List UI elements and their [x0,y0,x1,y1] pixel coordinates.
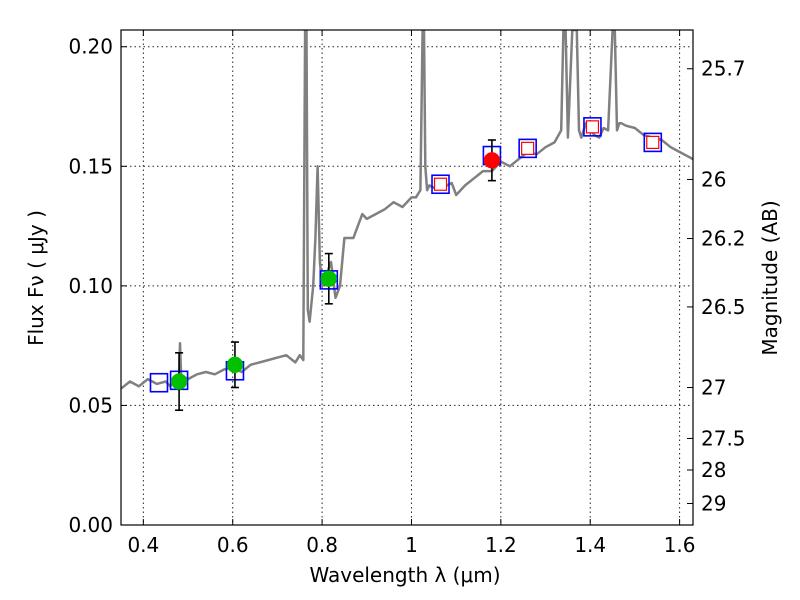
sed-model-line [121,30,693,390]
y-tick-label: 0.05 [68,393,113,417]
model-photometry-square [149,372,169,393]
model-photometry-square [583,117,602,137]
y-tick-label: 0.15 [68,154,113,178]
plot-data [121,30,693,412]
axis-ticks: 0.4 0.6 0.8 1 1.2 1.4 1.6 0.00 0.05 0.10 0.15 0.20 2… [68,30,746,557]
right-tick-label: 25.7 [701,57,746,81]
x-axis-label: Wavelength λ (μm) [309,563,500,587]
x-tick-label: 0.4 [127,533,159,557]
x-tick-label: 0.6 [217,533,249,557]
right-tick-label: 26 [701,167,726,191]
y-tick-label: 0.20 [68,35,113,59]
right-axis-label: Magnitude (AB) [758,200,782,355]
right-tick-label: 28 [701,458,726,482]
grid-lines [121,30,693,526]
plot-frame [120,29,694,526]
observed-photometry-square [433,177,448,191]
y-tick-label: 0.00 [68,513,113,537]
detection-point [226,356,244,374]
model-photometry-square [518,138,537,159]
detection-point [320,270,338,287]
x-tick-label: 1.4 [574,533,606,557]
right-tick-label: 27 [701,376,726,400]
model-photometry-square [431,174,450,195]
highlighted-detection-point [483,152,501,169]
y-tick-label: 0.10 [68,274,113,298]
right-tick-label: 26.2 [701,227,746,251]
observed-photometry-square [521,141,535,155]
model-photometry-square [643,132,663,153]
x-tick-label: 0.8 [306,533,338,557]
right-tick-label: 26.5 [701,295,746,319]
x-tick-label: 1.6 [664,533,696,557]
observed-photometry-square [585,120,600,134]
x-tick-label: 1.2 [485,533,517,557]
detection-point [170,373,188,390]
observed-photometry-square [646,135,660,149]
right-tick-label: 29 [701,491,726,515]
x-tick-label: 1 [405,533,418,557]
right-tick-label: 27.5 [701,426,746,450]
y-axis-label: Flux Fν ( μJy ) [24,210,48,346]
